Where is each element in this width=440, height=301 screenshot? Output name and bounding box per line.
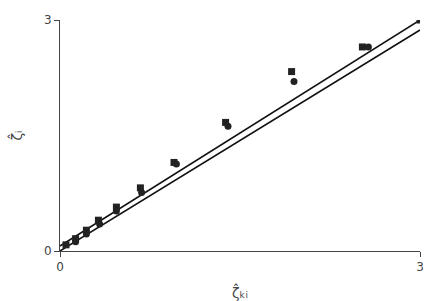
svg-text:ζ̂ᵢ: ζ̂ᵢ	[7, 130, 25, 140]
svg-text:3: 3	[416, 260, 424, 274]
svg-text:0: 0	[44, 244, 52, 258]
svg-text:3: 3	[44, 13, 52, 27]
svg-text:0: 0	[56, 260, 64, 274]
svg-text:ζ̂ₖᵢ: ζ̂ₖᵢ	[232, 283, 248, 301]
